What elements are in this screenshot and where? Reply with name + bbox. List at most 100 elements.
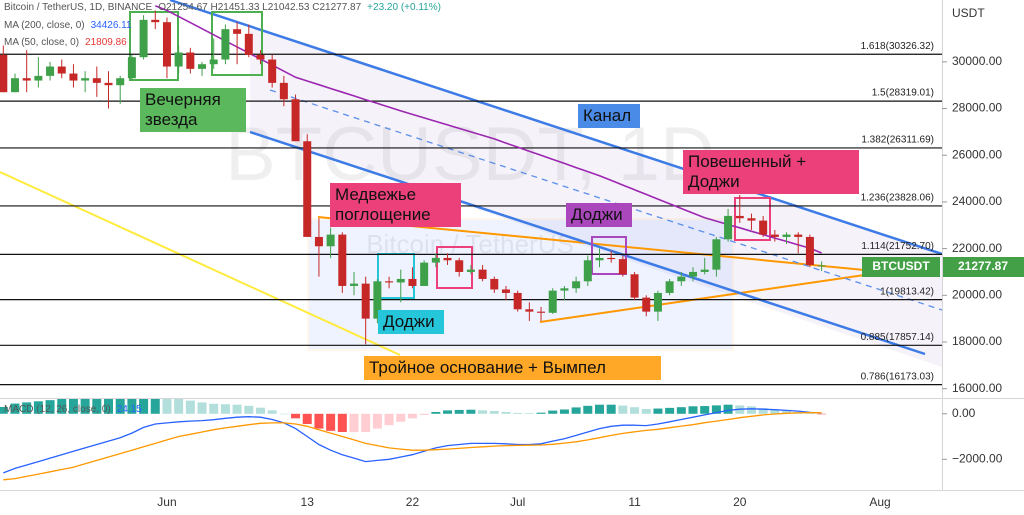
- legend-line: MA (200, close, 0) 34426.11: [4, 20, 138, 31]
- histogram-bar: [185, 400, 195, 414]
- histogram-bar: [115, 399, 125, 414]
- candle-body: [560, 288, 569, 291]
- candle-body: [233, 29, 242, 34]
- candle-body: [350, 283, 358, 286]
- histogram-bar: [454, 409, 464, 414]
- histogram-bar: [220, 404, 230, 414]
- histogram-bar: [618, 405, 628, 414]
- candle-body: [92, 78, 101, 83]
- histogram-bar: [571, 407, 581, 414]
- candle-body: [57, 66, 66, 74]
- candle-body: [607, 257, 616, 260]
- channel-line: [249, 130, 926, 356]
- candle-body: [490, 278, 499, 290]
- histogram-bar: [653, 408, 663, 414]
- candle-body: [759, 220, 768, 235]
- candle-body: [455, 260, 464, 272]
- histogram-bar: [291, 413, 301, 419]
- candle-body: [116, 78, 125, 86]
- y-tick-label: −2000.00: [952, 451, 1003, 465]
- x-tick-label: 20: [733, 495, 747, 509]
- x-tick-label: 13: [301, 495, 315, 509]
- histogram-bar: [676, 407, 686, 414]
- x-tick-label: 11: [628, 495, 641, 509]
- histogram-bar: [314, 413, 324, 429]
- histogram-bar: [443, 410, 453, 414]
- candle-body: [420, 262, 429, 286]
- histogram-bar: [104, 399, 114, 414]
- legend-name: MA (200, close, 0): [4, 20, 85, 31]
- candle-body: [151, 19, 160, 23]
- histogram-bar: [361, 413, 371, 432]
- histogram-bar: [384, 413, 394, 426]
- candle-body: [46, 66, 55, 76]
- histogram-bar: [478, 410, 488, 414]
- histogram-bar: [127, 399, 137, 414]
- last-price-tag: [943, 257, 1024, 277]
- macd-pane: [0, 399, 827, 481]
- y-unit: USDT: [952, 6, 985, 20]
- histogram-bar: [758, 408, 768, 414]
- candle-body: [630, 274, 639, 298]
- legend-line: MA (50, close, 0) 21809.86: [4, 37, 133, 48]
- candle-body: [466, 269, 475, 272]
- histogram-bar: [630, 407, 640, 414]
- candle-body: [314, 236, 323, 247]
- macd-line: [3, 408, 822, 474]
- histogram-bar: [197, 402, 207, 414]
- histogram-bar: [407, 413, 417, 419]
- candle-body: [642, 297, 651, 312]
- annotation: Тройное основание + Вымпел: [364, 356, 661, 380]
- candle-body: [583, 260, 592, 282]
- candle-body: [256, 54, 265, 60]
- macd-line: [3, 411, 822, 481]
- histogram-bar: [349, 413, 359, 432]
- symbol-title: Bitcoin / TetherUS, 1D, BINANCE: [4, 2, 153, 13]
- y-tick-label: 20000.00: [952, 287, 1002, 301]
- candle-body: [700, 269, 709, 272]
- fib-label: 1.382(26311.69): [861, 135, 934, 146]
- histogram-bar: [594, 404, 604, 414]
- candle-body: [139, 19, 148, 58]
- header-line: Bitcoin / TetherUS, 1D, BINANCE O21254.67…: [4, 2, 447, 13]
- y-tick-label: 24000.00: [952, 194, 1002, 208]
- histogram-bar: [700, 406, 710, 414]
- histogram-bar: [22, 402, 32, 414]
- histogram-bar: [396, 413, 406, 422]
- legend-value: 34426.11: [90, 20, 132, 31]
- y-tick-label: 30000.00: [952, 54, 1002, 68]
- histogram-bar: [559, 409, 569, 414]
- candle-body: [338, 234, 347, 286]
- histogram-bar: [80, 399, 90, 414]
- histogram-bar: [68, 399, 78, 414]
- candle-body: [724, 215, 733, 240]
- channel-midline: [269, 89, 942, 311]
- candle-body: [794, 234, 803, 237]
- annotation: Канал: [578, 104, 640, 128]
- histogram-bar: [139, 399, 149, 414]
- histogram-bar: [688, 406, 698, 414]
- x-tick-label: 22: [406, 495, 420, 509]
- histogram-bar: [548, 410, 558, 414]
- candle-body: [0, 54, 8, 93]
- macd-legend: MACD (12, 26, close, 0) 24.15: [4, 404, 148, 415]
- histogram-bar: [805, 413, 815, 415]
- candle-body: [385, 281, 394, 283]
- x-tick-label: Jul: [510, 495, 525, 509]
- macd-value: 24.15: [116, 404, 142, 415]
- candle-body: [291, 99, 300, 142]
- histogram-bar: [524, 413, 534, 414]
- symbol-tag: [862, 257, 940, 277]
- symbol-label: BTCUSDT: [872, 259, 930, 273]
- candle-body: [817, 265, 826, 267]
- y-tick-label: 0.00: [952, 406, 976, 420]
- price-tag: BTCUSDT 21277.87: [862, 257, 1024, 277]
- fib-label: 1.5(28319.01): [872, 88, 934, 99]
- candle-body: [537, 311, 546, 313]
- trend-line: [0, 171, 401, 356]
- histogram-bar: [665, 407, 675, 414]
- fib-label: 1(19813.42): [880, 286, 934, 297]
- histogram-bar: [232, 404, 242, 414]
- candle-body: [677, 276, 686, 282]
